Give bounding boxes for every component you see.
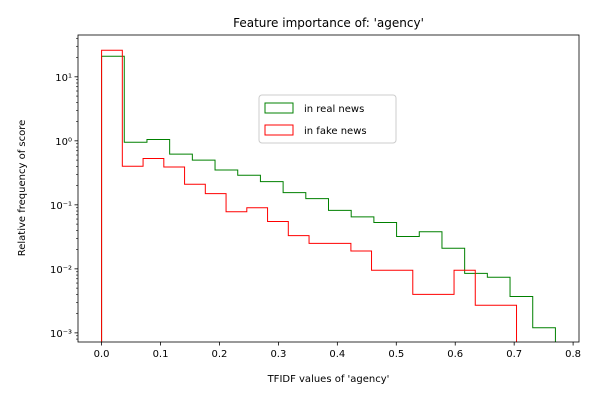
y-axis-title: Relative frequency of score bbox=[17, 120, 28, 257]
x-tick-label: 0.0 bbox=[94, 349, 110, 360]
x-tick-label: 0.3 bbox=[270, 349, 286, 360]
legend: in real news in fake news bbox=[258, 94, 397, 144]
y-tick-label: 10⁻¹ bbox=[50, 201, 72, 212]
x-axis: 0.0 0.1 0.2 0.3 0.4 0.5 0.6 0.7 0.8 bbox=[94, 342, 581, 360]
y-tick-label: 10¹ bbox=[55, 73, 72, 84]
series-layer bbox=[101, 49, 556, 342]
series-line-fake-news bbox=[101, 49, 518, 342]
legend-swatch-real bbox=[264, 102, 294, 114]
x-tick-label: 0.8 bbox=[565, 349, 581, 360]
x-tick-label: 0.7 bbox=[506, 349, 522, 360]
y-axis: 10⁻³ 10⁻² 10⁻¹ 10⁰ 10¹ bbox=[50, 37, 78, 340]
plot-area bbox=[78, 35, 579, 342]
series-line-real-news bbox=[101, 55, 556, 342]
x-tick-label: 0.2 bbox=[212, 349, 228, 360]
legend-label-real: in real news bbox=[304, 104, 364, 115]
y-tick-label: 10⁻³ bbox=[50, 329, 72, 340]
y-tick-label: 10⁰ bbox=[55, 137, 72, 148]
chart-title: Feature importance of: 'agency' bbox=[233, 16, 424, 30]
legend-swatch-fake bbox=[264, 124, 294, 136]
plot-frame bbox=[77, 34, 580, 343]
x-tick-label: 0.1 bbox=[153, 349, 169, 360]
x-tick-label: 0.6 bbox=[447, 349, 463, 360]
y-tick-label: 10⁻² bbox=[50, 265, 72, 276]
x-tick-label: 0.4 bbox=[329, 349, 345, 360]
x-tick-label: 0.5 bbox=[388, 349, 404, 360]
x-axis-title: TFIDF values of 'agency' bbox=[267, 374, 390, 385]
legend-label-fake: in fake news bbox=[304, 126, 367, 137]
